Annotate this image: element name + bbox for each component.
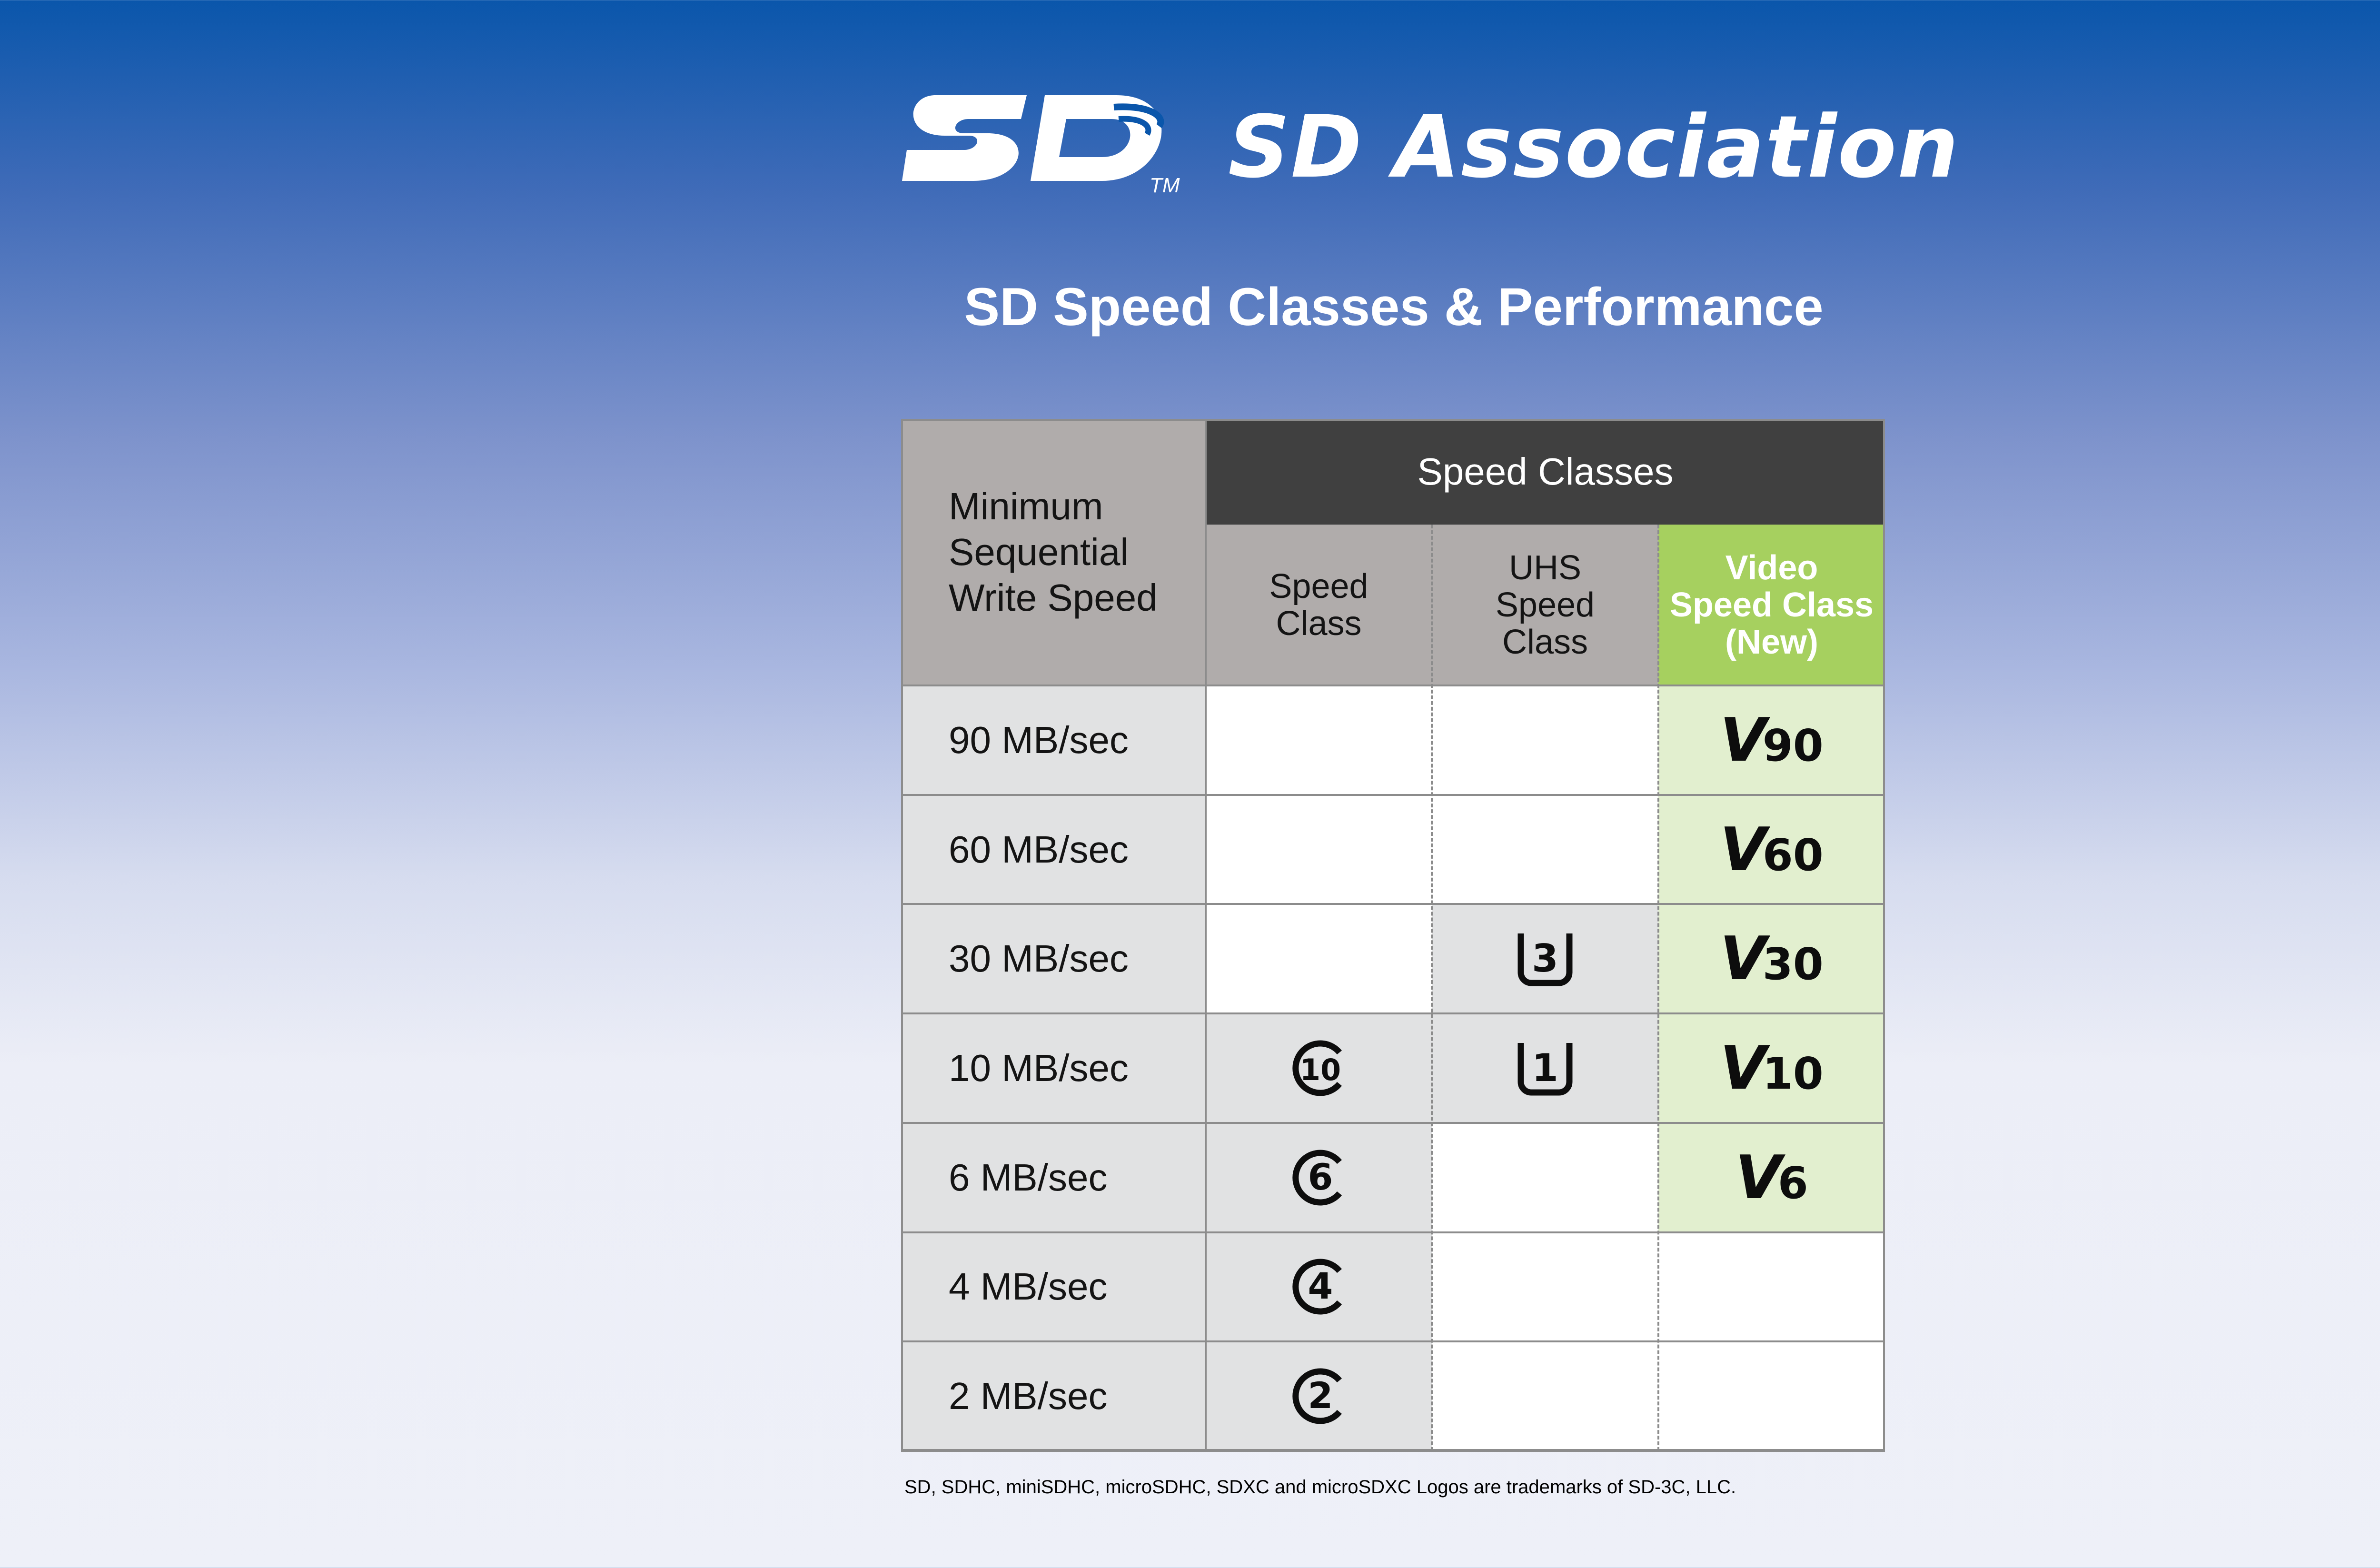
video-class-cell: V60 [1658, 794, 1885, 904]
row-speed-label: 90 MB/sec [901, 685, 1206, 795]
row-divider [901, 1121, 1885, 1124]
row-speed-label: 60 MB/sec [901, 794, 1206, 904]
header-line: Video [1725, 549, 1818, 587]
speed-class-cell: 2 [1206, 1341, 1432, 1451]
speed-class-column-header: Speed Class [1206, 525, 1432, 685]
header-line: (New) [1725, 623, 1818, 661]
video-speed-class-column-header: Video Speed Class (New) [1658, 525, 1885, 685]
video-class-number: 10 [1762, 1048, 1824, 1099]
speed-class-cell [1206, 904, 1432, 1014]
logo-trademark: TM [1150, 174, 1180, 197]
row-divider [901, 1449, 1885, 1452]
sd-association-logo: TM SD Association [902, 90, 1958, 200]
uhs-class-cell [1432, 685, 1658, 795]
video-class-letter: V [1720, 705, 1766, 775]
speed-class-cell: 6 [1206, 1122, 1432, 1232]
sd-logo-icon [902, 95, 1164, 181]
speed-class-cell [1206, 685, 1432, 795]
row-divider [901, 1340, 1885, 1343]
header-line: Minimum [949, 485, 1103, 527]
video-class-v10-icon: V10 [1720, 1038, 1824, 1098]
header-line: Class [1276, 605, 1362, 643]
video-class-number: 60 [1762, 829, 1824, 881]
uhs-class-cell [1432, 1232, 1658, 1342]
column-divider [1657, 525, 1659, 1451]
min-write-speed-header: Minimum Sequential Write Speed [901, 419, 1206, 685]
speed-class-6-icon: 6 [1292, 1150, 1342, 1206]
logo-wordmark: SD Association [1228, 98, 1960, 197]
video-class-cell [1658, 1341, 1885, 1451]
video-class-cell: V90 [1658, 685, 1885, 795]
header-line: UHS [1508, 549, 1581, 587]
uhs-speed-class-column-header: UHS Speed Class [1432, 525, 1658, 685]
row-speed-label: 10 MB/sec [901, 1013, 1206, 1123]
uhs-class-3-icon: 3 [1517, 933, 1573, 986]
video-class-letter: V [1720, 1032, 1766, 1103]
uhs-class-cell: 1 [1432, 1013, 1658, 1123]
video-class-cell: V10 [1658, 1013, 1885, 1123]
uhs-class-number: 1 [1532, 1046, 1558, 1090]
header-line: Speed Class [1669, 586, 1874, 624]
uhs-class-cell [1432, 1341, 1658, 1451]
row-divider [901, 685, 1885, 686]
uhs-class-cell [1432, 794, 1658, 904]
row-speed-label: 30 MB/sec [901, 904, 1206, 1014]
uhs-class-number: 3 [1532, 936, 1558, 981]
speed-class-number: 2 [1308, 1374, 1333, 1417]
video-class-number: 90 [1762, 720, 1824, 771]
row-speed-label: 6 MB/sec [901, 1122, 1206, 1232]
video-class-v6-icon: V6 [1735, 1147, 1808, 1209]
speed-class-cell [1206, 794, 1432, 904]
header-line: Speed [1269, 567, 1368, 605]
video-class-v60-icon: V60 [1720, 819, 1824, 881]
row-divider [901, 794, 1885, 796]
speed-class-10-icon: 10 [1292, 1040, 1342, 1096]
column-divider [1205, 419, 1207, 1451]
page-title: SD Speed Classes & Performance [964, 277, 1824, 337]
video-class-v30-icon: V30 [1720, 929, 1824, 989]
header-line: Sequential [949, 531, 1129, 573]
row-divider [901, 1231, 1885, 1233]
speed-class-number: 10 [1299, 1052, 1340, 1087]
uhs-class-cell: 3 [1432, 904, 1658, 1014]
row-divider [901, 1012, 1885, 1015]
uhs-class-cell [1432, 1122, 1658, 1232]
row-divider [901, 903, 1885, 905]
video-class-number: 30 [1762, 939, 1824, 990]
video-class-letter: V [1735, 1142, 1781, 1212]
video-class-cell: V30 [1658, 904, 1885, 1014]
speed-class-2-icon: 2 [1292, 1368, 1342, 1424]
speed-classes-header: Speed Classes [1206, 419, 1885, 525]
uhs-class-1-icon: 1 [1517, 1042, 1573, 1096]
header-line: Speed [1495, 586, 1595, 624]
video-class-letter: V [1720, 923, 1766, 994]
speed-class-table: Minimum Sequential Write Speed Speed Cla… [901, 419, 1885, 1452]
video-class-cell: V6 [1658, 1122, 1885, 1232]
header-line: Write Speed [949, 576, 1158, 619]
row-speed-label: 4 MB/sec [901, 1232, 1206, 1342]
speed-class-cell: 10 [1206, 1013, 1432, 1123]
trademark-footnote: SD, SDHC, miniSDHC, microSDHC, SDXC and … [904, 1477, 1736, 1498]
video-class-cell [1658, 1232, 1885, 1342]
header-line: Class [1502, 623, 1588, 661]
speed-class-4-icon: 4 [1292, 1259, 1342, 1315]
speed-class-number: 6 [1308, 1156, 1333, 1198]
column-divider [1431, 525, 1433, 1451]
speed-class-cell: 4 [1206, 1232, 1432, 1342]
video-class-number: 6 [1777, 1157, 1808, 1209]
video-class-v90-icon: V90 [1720, 710, 1824, 770]
row-speed-label: 2 MB/sec [901, 1341, 1206, 1451]
speed-class-number: 4 [1308, 1265, 1333, 1307]
video-class-letter: V [1720, 814, 1766, 884]
